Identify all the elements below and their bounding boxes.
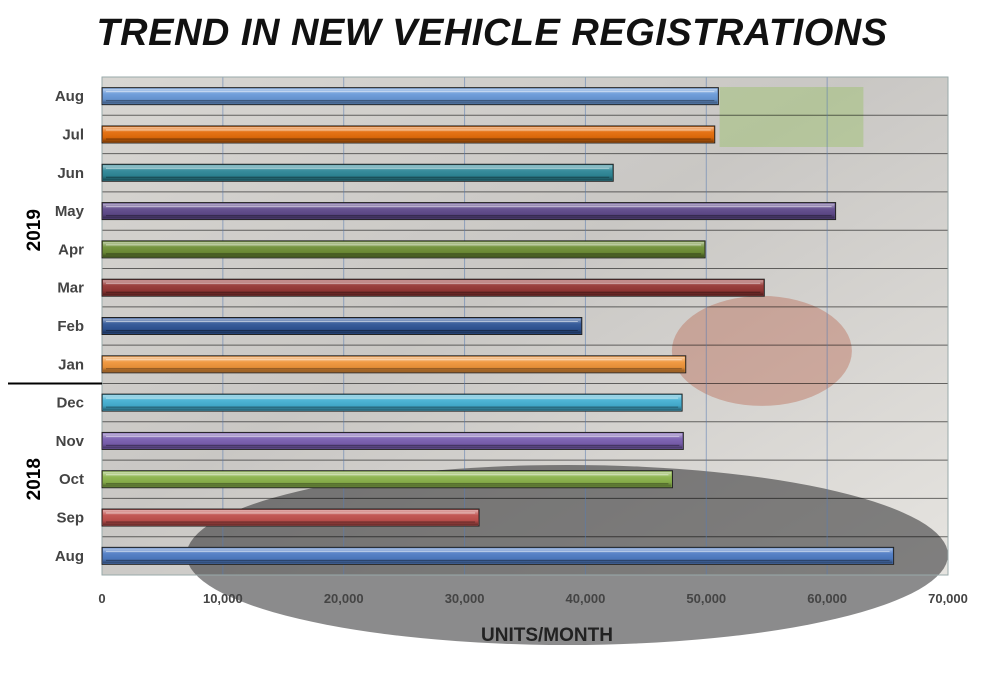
y-axis-categories: Aug Sep Oct Nov Dec Jan Feb Mar Apr May Jun Jul Aug xyxy=(55,88,85,565)
bar xyxy=(101,163,614,182)
bar-bevel xyxy=(103,471,672,487)
x-tick-label: 70,000 xyxy=(928,591,968,606)
bar xyxy=(101,278,765,297)
bar-bevel xyxy=(103,241,705,257)
category-label: Aug xyxy=(55,548,84,565)
year-label: 2019 xyxy=(24,209,45,251)
bar xyxy=(101,431,684,450)
x-tick-label: 40,000 xyxy=(566,591,606,606)
category-label: Mar xyxy=(57,280,84,297)
x-tick-label: 0 xyxy=(98,591,105,606)
category-label: Dec xyxy=(56,395,84,412)
category-label: Jun xyxy=(57,165,84,182)
bar-bevel xyxy=(103,165,613,181)
bar-bevel xyxy=(103,548,893,564)
category-label: Feb xyxy=(57,318,84,335)
x-axis-label: UNITS/MONTH xyxy=(481,625,613,646)
category-label: Nov xyxy=(56,433,85,450)
x-tick-label: 60,000 xyxy=(807,591,847,606)
category-label: Apr xyxy=(58,241,84,258)
bar xyxy=(101,393,683,412)
photo-shape xyxy=(719,87,864,147)
bar xyxy=(101,317,583,335)
bar-bevel xyxy=(103,280,764,296)
bar xyxy=(101,240,706,259)
category-label: Oct xyxy=(59,471,84,488)
x-tick-label: 10,000 xyxy=(203,591,243,606)
x-tick-label: 50,000 xyxy=(686,591,726,606)
bar xyxy=(101,508,480,527)
category-label: Jan xyxy=(58,356,84,373)
category-label: Aug xyxy=(55,88,84,105)
bar xyxy=(101,87,719,106)
category-label: Sep xyxy=(56,510,84,527)
bar xyxy=(101,546,895,565)
category-label: Jul xyxy=(62,126,84,143)
bar xyxy=(101,355,687,374)
bar xyxy=(101,202,837,221)
bar-bevel xyxy=(103,395,682,411)
bar-bevel xyxy=(103,126,714,142)
bars xyxy=(101,87,895,565)
bar-bevel xyxy=(103,433,683,449)
x-tick-label: 20,000 xyxy=(324,591,364,606)
chart-title: TREND IN NEW VEHICLE REGISTRATIONS xyxy=(96,12,888,54)
bar-bevel xyxy=(103,510,479,526)
bar-bevel xyxy=(103,203,835,219)
x-tick-label: 30,000 xyxy=(445,591,485,606)
bar xyxy=(101,125,716,144)
year-group-labels: 2018 2019 xyxy=(8,209,102,500)
category-label: May xyxy=(55,203,85,220)
bar-bevel xyxy=(103,88,718,104)
x-axis-ticks: 0 10,000 20,000 30,000 40,000 50,000 60,000 70,… xyxy=(98,591,968,606)
year-label: 2018 xyxy=(24,458,45,500)
bar xyxy=(101,470,673,489)
bar-bevel xyxy=(103,356,685,372)
photo-shape xyxy=(671,295,852,406)
bar-bevel xyxy=(103,318,581,334)
